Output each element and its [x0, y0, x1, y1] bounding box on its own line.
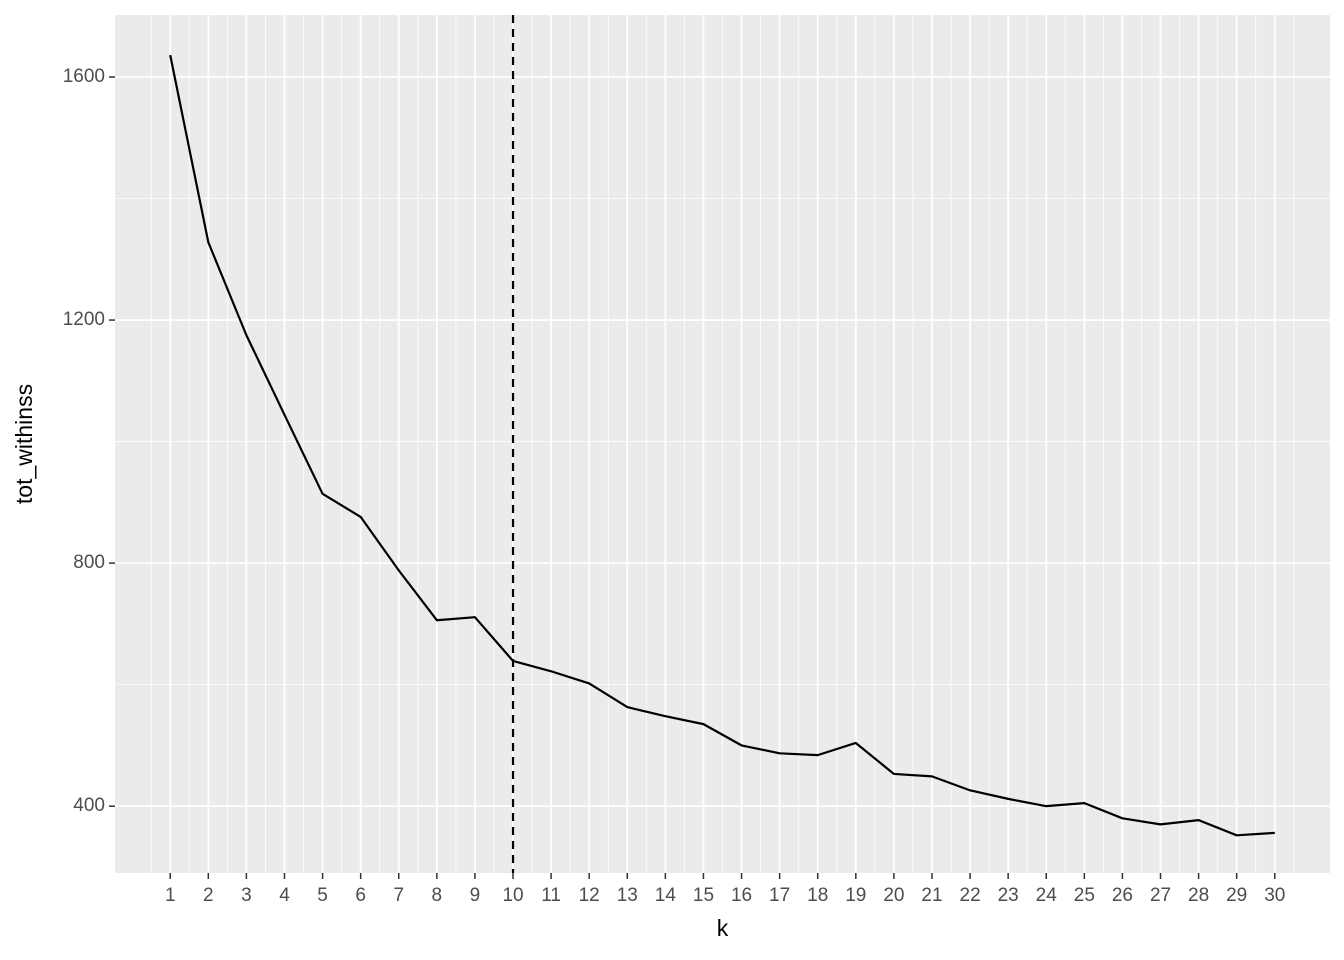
x-tick-label: 24	[1036, 885, 1058, 906]
x-tick-label: 14	[655, 885, 677, 906]
x-tick-label: 16	[731, 885, 752, 906]
x-tick-label: 17	[769, 885, 790, 906]
x-tick-label: 28	[1188, 885, 1209, 906]
y-tick-label: 1600	[63, 66, 105, 87]
y-tick-label: 400	[73, 795, 105, 816]
x-tick-label: 10	[502, 885, 523, 906]
x-tick-label: 11	[541, 885, 561, 906]
x-tick-label: 25	[1074, 885, 1095, 906]
x-tick-label: 5	[317, 885, 328, 906]
x-tick-label: 20	[883, 885, 904, 906]
x-tick-label: 18	[807, 885, 828, 906]
x-tick-label: 13	[617, 885, 638, 906]
x-tick-label: 21	[921, 885, 942, 906]
x-tick-label: 3	[241, 885, 252, 906]
y-axis-title: tot_withinss	[11, 384, 37, 504]
y-tick-label: 800	[73, 552, 105, 573]
x-tick-label: 6	[355, 885, 366, 906]
x-tick-label: 2	[203, 885, 214, 906]
x-tick-label: 27	[1150, 885, 1171, 906]
x-tick-label: 19	[845, 885, 866, 906]
x-tick-label: 26	[1112, 885, 1133, 906]
line	[169, 54, 1275, 837]
x-tick-label: 1	[165, 885, 176, 906]
y-tick-label: 1200	[63, 309, 105, 330]
x-tick-label: 4	[279, 885, 290, 906]
x-tick-label: 12	[579, 885, 600, 906]
x-axis-title: k	[717, 915, 729, 941]
x-tick-label: 23	[998, 885, 1019, 906]
x-tick-label: 15	[693, 885, 714, 906]
x-tick-label: 8	[432, 885, 443, 906]
x-tick-label: 22	[960, 885, 981, 906]
x-tick-label: 29	[1226, 885, 1247, 906]
x-tick-label: 9	[470, 885, 481, 906]
x-tick-label: 7	[393, 885, 404, 906]
x-tick-label: 30	[1264, 885, 1285, 906]
